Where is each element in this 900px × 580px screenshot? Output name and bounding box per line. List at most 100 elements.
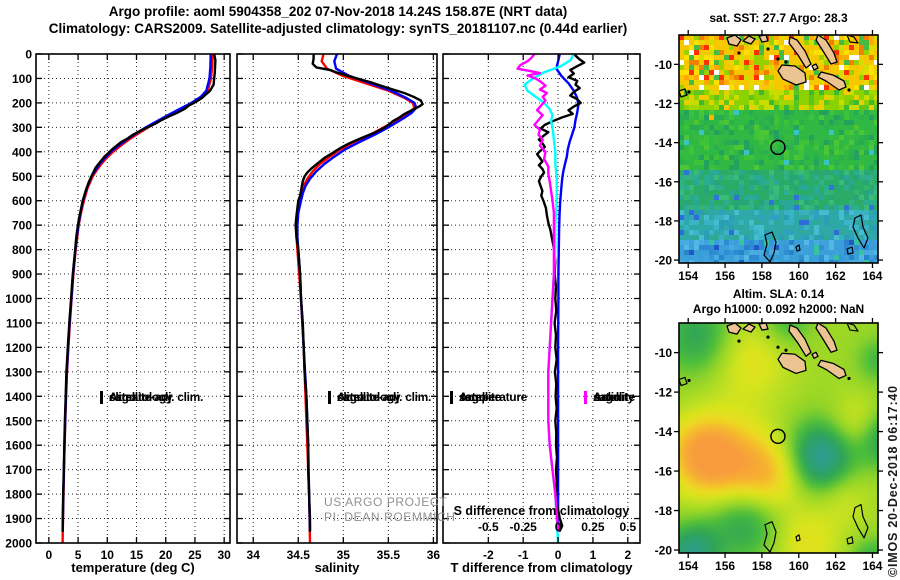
tick-label: -16: [655, 465, 673, 479]
tick-label: -12: [655, 386, 673, 400]
sst-map: 154 156 158 160 162 164 -10 -12 -14 -16 -18 -20: [655, 30, 883, 283]
sla-cells: [679, 323, 878, 553]
argo-line-swatch: [328, 390, 331, 404]
map-frame: [678, 322, 879, 554]
legend-label: Argo: [337, 390, 364, 404]
temperature-column-header: temperature: [461, 390, 528, 404]
legend-label: satellite-adj. clim.: [109, 390, 204, 404]
legend-label: climatology: [109, 390, 173, 404]
series-satellite-adj-clim: [61, 54, 212, 532]
difference-plot: -2 -1 0 1 2 -0.5 -0.25 0 0.25 0.5: [442, 53, 641, 562]
series-Argo: [61, 54, 217, 532]
tick-label: 158: [752, 559, 772, 573]
tick-label: 164: [862, 559, 882, 573]
s-argo-line-swatch: [584, 390, 587, 404]
tick-label: 2000: [5, 537, 32, 551]
curves: [61, 54, 217, 543]
islands: [679, 35, 869, 263]
tick-label: 0.5: [619, 520, 636, 534]
tick-label: -10: [655, 346, 673, 360]
tick-label: 1900: [5, 512, 32, 526]
figure-title-line2: Climatology: CARS2009. Satellite-adjuste…: [48, 21, 628, 36]
tick-label: -18: [655, 504, 673, 518]
tick-label: 0: [555, 548, 562, 562]
tick-label: 164: [862, 269, 882, 283]
legend-label: satellite: [593, 390, 635, 404]
series-S-Argo: [516, 54, 560, 532]
tick-label: 162: [826, 559, 846, 573]
tick-label: 1800: [5, 488, 32, 502]
sla-map-title-line1: Altim. SLA: 0.14: [732, 287, 825, 301]
tick-label: 10: [101, 548, 115, 562]
tick-label: 158: [752, 269, 772, 283]
series-satellite-adj-clim: [296, 54, 418, 532]
series-T-satellite: [555, 54, 580, 532]
tick-label: 1100: [6, 316, 32, 330]
legend-item-argo: Argo: [328, 389, 364, 405]
tick-label: -14: [655, 425, 673, 439]
salinity-column-header: salinity: [595, 390, 634, 404]
series-T-Argo: [535, 54, 586, 532]
tick-label: 900: [12, 268, 32, 282]
legend-item-t-argo: Argo: [450, 389, 486, 405]
tick-label: 1600: [5, 439, 32, 453]
temperature-axis-label: temperature (deg C): [71, 560, 195, 575]
watermark-line1: US ARGO PROJECT: [324, 495, 448, 509]
tick-label: 154: [678, 559, 698, 573]
sla-map: 154 156 158 160 162 164 -10 -12 -14 -16 -18 -20: [655, 318, 883, 573]
legend-item-argo: Argo: [100, 389, 136, 405]
curves: [294, 54, 424, 543]
legend-label: climatology: [337, 390, 401, 404]
tick-label: -2: [483, 548, 494, 562]
float-location-marker: [770, 428, 786, 445]
tick-label: 0: [25, 48, 32, 62]
tick-label: 0: [555, 520, 562, 534]
tick-label: 25: [188, 548, 202, 562]
tick-label: 1000: [5, 292, 32, 306]
tick-label: 300: [12, 121, 32, 135]
tick-label: -12: [655, 97, 673, 111]
tick-label: 154: [678, 269, 698, 283]
salinity-axis-label: salinity: [314, 560, 360, 575]
float-location-marker: [770, 139, 786, 156]
temperature-plot: 0 5 10 15 20 25 300100200300400500600700800900…: [5, 48, 231, 563]
tick-label: 156: [715, 269, 735, 283]
tick-label: 34: [247, 548, 261, 562]
legend-label: satellite: [459, 390, 501, 404]
tick-label: 160: [789, 269, 809, 283]
tick-label: 160: [789, 559, 809, 573]
tick-label: 1500: [5, 414, 32, 428]
sla-map-title-line2: Argo h1000: 0.092 h2000: NaN: [692, 302, 865, 316]
legend-label: Argo: [459, 390, 486, 404]
islands: [679, 323, 869, 553]
sst-cells: [679, 35, 878, 263]
map-body: [679, 35, 878, 263]
tick-label: -0.5: [478, 520, 499, 534]
tick-label: 20: [159, 548, 173, 562]
tick-label: 600: [12, 194, 32, 208]
tick-label: 15: [130, 548, 144, 562]
tick-label: 800: [12, 243, 32, 257]
map-body: [679, 323, 878, 553]
tick-label: -18: [655, 214, 673, 228]
tick-label: 36: [427, 548, 441, 562]
series-climatology: [295, 54, 416, 543]
sst-map-title: sat. SST: 27.7 Argo: 28.3: [709, 11, 848, 25]
imos-credit: ©IMOS 20-Dec-2018 06:17:40: [886, 385, 900, 577]
tick-label: 0.25: [581, 520, 605, 534]
tick-label: 1300: [5, 365, 32, 379]
series-Argo: [294, 54, 424, 532]
tick-label: -20: [655, 254, 673, 268]
legend-item-s-argo: Argo: [584, 389, 620, 405]
legend-label: Argo: [593, 390, 620, 404]
curves: [516, 54, 586, 543]
tick-label: 5: [75, 548, 82, 562]
tick-label: 1700: [5, 463, 32, 477]
tick-label: 162: [826, 269, 846, 283]
tick-label: 34.5: [287, 548, 311, 562]
tick-label: 0: [46, 548, 53, 562]
t-argo-line-swatch: [450, 390, 453, 404]
tick-label: 1: [590, 548, 597, 562]
t-difference-axis-label: T difference from climatology: [450, 560, 633, 575]
